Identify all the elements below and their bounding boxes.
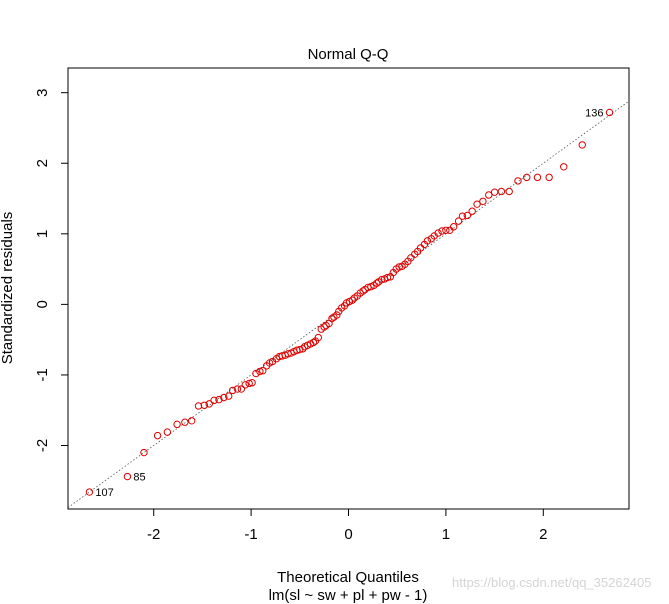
data-point <box>187 417 196 425</box>
x-tick-label: 1 <box>442 526 450 543</box>
data-point <box>468 207 476 215</box>
plot-frame <box>67 67 630 510</box>
data-point <box>434 229 442 237</box>
data-point <box>245 379 253 388</box>
data-point <box>333 311 341 319</box>
data-point <box>359 287 367 295</box>
data-point <box>173 420 181 429</box>
data-point <box>560 163 568 171</box>
data-point <box>248 378 256 387</box>
data-point <box>395 263 403 271</box>
data-point <box>442 226 450 234</box>
data-point <box>446 226 454 234</box>
y-axis-label: Standardized residuals <box>0 212 16 365</box>
data-point <box>423 237 432 245</box>
y-tick-label: 0 <box>34 300 51 308</box>
data-point <box>490 188 499 196</box>
data-point <box>237 385 246 393</box>
data-point <box>458 212 467 220</box>
data-point <box>545 173 553 182</box>
data-point <box>123 472 132 481</box>
data-point <box>320 323 328 331</box>
x-tick-label: -2 <box>147 526 160 543</box>
data-point <box>140 448 148 457</box>
data-point <box>205 400 213 408</box>
data-point <box>259 367 267 375</box>
data-point <box>328 314 336 323</box>
data-point <box>479 197 487 206</box>
x-tick-label: -1 <box>244 526 257 543</box>
data-point <box>309 338 318 347</box>
y-tick-label: 3 <box>34 89 51 97</box>
data-point <box>233 385 242 393</box>
data-point <box>485 191 493 199</box>
data-point <box>373 279 381 287</box>
data-point <box>463 211 472 220</box>
point-label: 107 <box>95 487 113 499</box>
data-point <box>473 200 481 208</box>
data-point <box>228 386 237 395</box>
point-label: 136 <box>585 107 603 119</box>
data-point <box>181 418 189 426</box>
data-point <box>348 296 357 304</box>
data-point <box>314 333 323 342</box>
data-point <box>241 381 249 389</box>
data-point <box>514 177 522 185</box>
data-point <box>505 187 513 196</box>
data-point <box>220 393 228 402</box>
data-point <box>163 428 172 436</box>
chart-title: Normal Q-Q <box>308 46 389 63</box>
y-tick-label: 1 <box>34 230 51 238</box>
data-point <box>210 396 218 405</box>
data-point <box>497 187 506 196</box>
x-axis-sublabel: lm(sl ~ sw + pl + pw - 1) <box>269 587 428 604</box>
data-point <box>523 173 531 182</box>
data-point <box>454 217 463 225</box>
watermark-text: https://blog.csdn.net/qq_35262405 <box>452 575 652 590</box>
point-label: 85 <box>133 472 145 484</box>
y-tick-label: 2 <box>34 159 51 167</box>
data-point <box>533 173 542 182</box>
data-point <box>383 273 392 282</box>
data-point <box>299 345 307 353</box>
x-tick-label: 0 <box>344 526 352 543</box>
x-tick-label: 2 <box>539 526 547 543</box>
data-point <box>605 108 614 117</box>
data-point <box>225 392 233 400</box>
data-point <box>194 402 203 410</box>
data-point <box>153 431 162 440</box>
data-point <box>200 401 209 409</box>
data-point <box>256 367 264 376</box>
data-point <box>252 369 260 378</box>
x-axis-label: Theoretical Quantiles <box>277 569 419 586</box>
data-point <box>215 395 223 404</box>
data-point <box>438 227 446 235</box>
data-point <box>85 488 94 496</box>
data-point <box>449 223 458 231</box>
y-tick-label: -2 <box>34 439 51 452</box>
data-point <box>578 141 586 149</box>
y-tick-label: -1 <box>34 368 51 381</box>
